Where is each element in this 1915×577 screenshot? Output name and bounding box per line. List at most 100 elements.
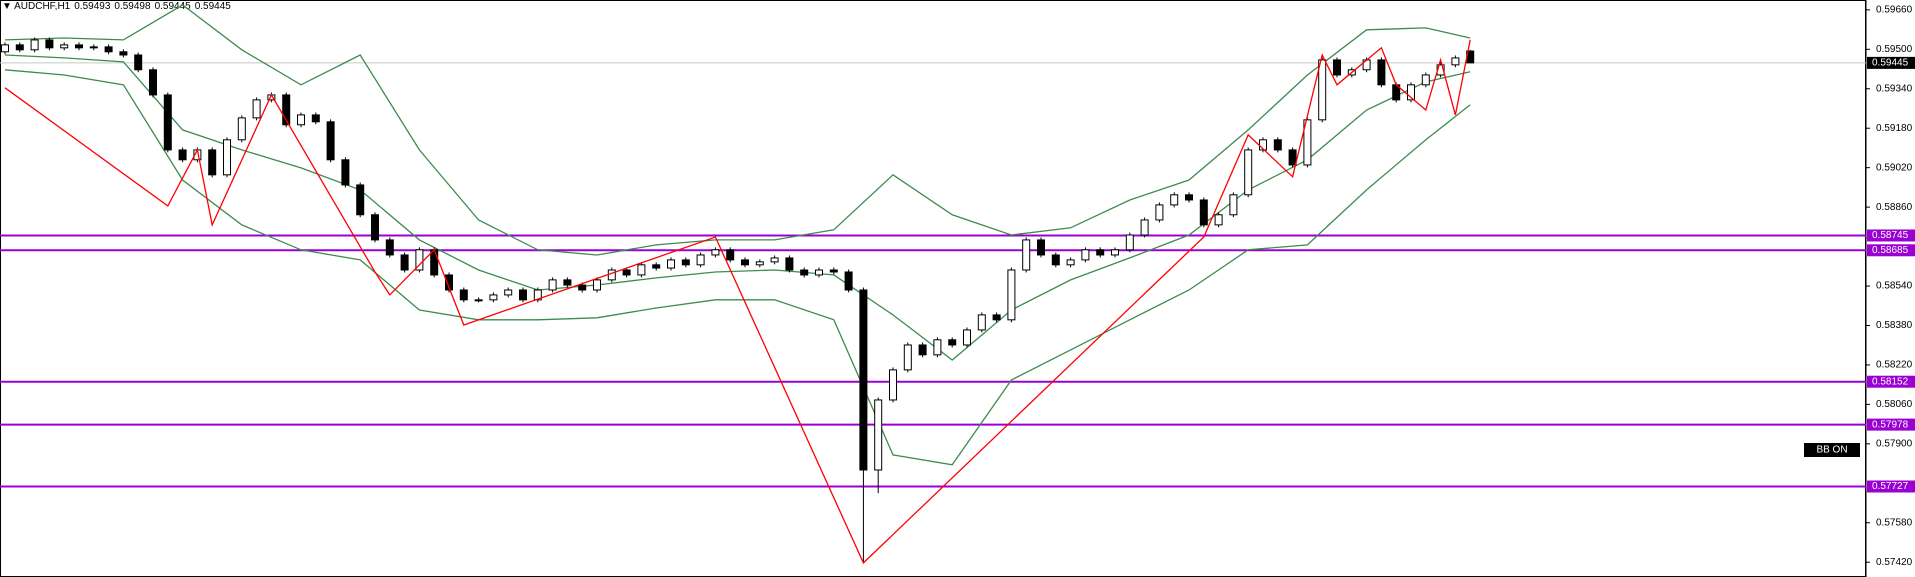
candle-body [223,139,231,176]
candle-body [1407,84,1415,101]
candle-body [563,279,572,286]
candle-body [918,344,927,356]
y-tick-label: 0.57580 [1876,517,1913,528]
indicator-label: BB ON [1816,445,1847,456]
candle-body [326,121,335,161]
candle-body [578,284,587,291]
candle-body [282,94,291,126]
candle-body [371,214,379,241]
level-label: 0.58685 [1872,245,1909,256]
candle-body [45,39,54,49]
candle-body [1273,139,1282,151]
candle-body [533,289,542,301]
candle-body [89,46,98,49]
chart-header: ▼ AUDCHF,H1 0.59493 0.59498 0.59445 0.59445 [2,1,231,12]
candle-body [933,339,942,356]
candle-body [1066,259,1075,266]
candle-body [385,239,394,256]
candle-body [1244,149,1253,196]
candle-body [1051,254,1060,266]
y-tick-label: 0.59660 [1876,5,1913,16]
candle-body [741,259,749,266]
indicator-box [1804,443,1860,457]
candle-body [1111,249,1119,256]
level-label-box [1867,229,1915,242]
y-tick-label: 0.58540 [1876,281,1913,292]
zigzag-line [4,39,1471,565]
level-label-box [1867,418,1915,431]
candle-body [1185,194,1193,201]
plot-frame [0,0,1866,577]
y-tick-label: 0.57900 [1876,438,1913,449]
y-tick-label: 0.59500 [1876,44,1913,55]
y-tick-label: 0.59340 [1876,83,1913,94]
candle-body [504,289,513,296]
candle-body [785,257,794,271]
candle-body [1022,239,1031,271]
open-value: 0.59493 [74,1,111,12]
candle-body [356,184,365,216]
candle-body [252,99,261,119]
candle-body [844,271,853,291]
candle-body [637,264,646,276]
level-label-box [1867,244,1915,257]
candle-body [607,269,616,281]
candle-body [237,117,246,141]
y-tick-label: 0.59180 [1876,123,1913,134]
candle-body [1451,57,1460,66]
candle-body [800,269,809,276]
candle-body [1199,199,1208,226]
candle-body [134,54,143,71]
candle-body [755,261,764,266]
y-tick-label: 0.58220 [1876,360,1913,371]
candle-body [726,249,735,261]
candle-body [149,69,157,96]
candle-body [859,289,868,471]
candle-body [75,44,83,49]
candle-body [1007,269,1016,321]
candle-body [489,294,498,301]
candle-body [1333,59,1341,76]
candle-body [400,254,409,271]
level-label: 0.57978 [1872,419,1909,430]
candle-body [652,264,661,269]
candle-body [1303,119,1312,166]
candle-body [415,249,424,271]
candle-body [311,114,320,123]
candle-body [474,299,483,302]
candle-body [1318,59,1327,121]
close-value: 0.59445 [194,1,231,12]
candle-body [903,344,912,371]
y-tick-label: 0.58380 [1876,320,1913,331]
candle-body [459,289,468,301]
candle-body [430,249,439,276]
level-label: 0.57727 [1872,481,1909,492]
candle-body [341,159,350,186]
candle-body [874,399,883,471]
candle-body [1421,74,1430,86]
candle-body [667,259,675,269]
candle-body [178,149,187,161]
level-label: 0.58152 [1872,376,1909,387]
y-tick-label: 0.59020 [1876,162,1913,173]
low-value: 0.59445 [154,1,191,12]
candle-body [696,254,705,266]
candle-body [548,279,557,291]
candle-body [1214,214,1223,226]
y-tick-label: 0.57420 [1876,557,1913,568]
candle-body [1155,204,1164,221]
y-tick-label: 0.58060 [1876,399,1913,410]
candle-body [1377,59,1386,86]
bollinger-middle [4,54,1471,361]
candle-body [963,329,971,346]
candle-body [163,94,172,151]
candle-body [770,257,779,263]
candle-body [15,44,24,51]
candle-body [829,269,838,273]
candle-body [889,369,897,401]
candle-body [445,274,453,291]
candle-body [593,279,601,291]
candle-body [60,44,69,49]
